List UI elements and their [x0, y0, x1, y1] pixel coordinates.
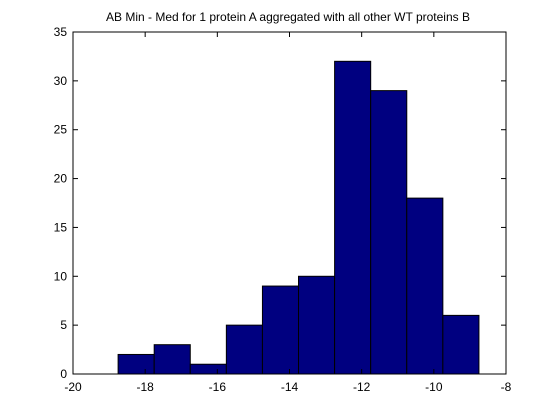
histogram-bar [298, 275, 336, 375]
x-tick-label: -18 [136, 380, 154, 394]
y-tick-label: 10 [54, 269, 68, 283]
y-tick-label: 20 [54, 172, 68, 186]
x-tick-label: -8 [501, 380, 512, 394]
histogram-bar [225, 324, 263, 375]
histogram-bar [153, 344, 191, 375]
x-tick-label: -10 [425, 380, 443, 394]
x-tick-label: -12 [353, 380, 371, 394]
histogram-bar [261, 285, 300, 375]
y-tick-label: 0 [60, 367, 67, 381]
x-tick-label: -14 [281, 380, 299, 394]
bars-layer [117, 60, 480, 375]
y-tick-label: 30 [54, 74, 68, 88]
y-tick-label: 5 [60, 318, 67, 332]
y-tick-label: 15 [54, 220, 68, 234]
histogram-bar [189, 363, 227, 375]
histogram-bar [370, 90, 408, 375]
histogram-bar [117, 353, 155, 375]
histogram-bar [406, 197, 444, 375]
ticks-layer: -20 -18 -16 -14 -12 -10 -8 0 5 10 15 20 25 30 35 [54, 25, 512, 394]
histogram-bar [442, 314, 480, 375]
y-tick-label: 25 [54, 123, 68, 137]
histogram-bar [334, 60, 372, 375]
x-tick-label: -16 [209, 380, 227, 394]
x-tick-label: -20 [64, 380, 82, 394]
chart-title: AB Min - Med for 1 protein A aggregated … [106, 10, 470, 24]
y-tick-label: 35 [54, 25, 68, 39]
